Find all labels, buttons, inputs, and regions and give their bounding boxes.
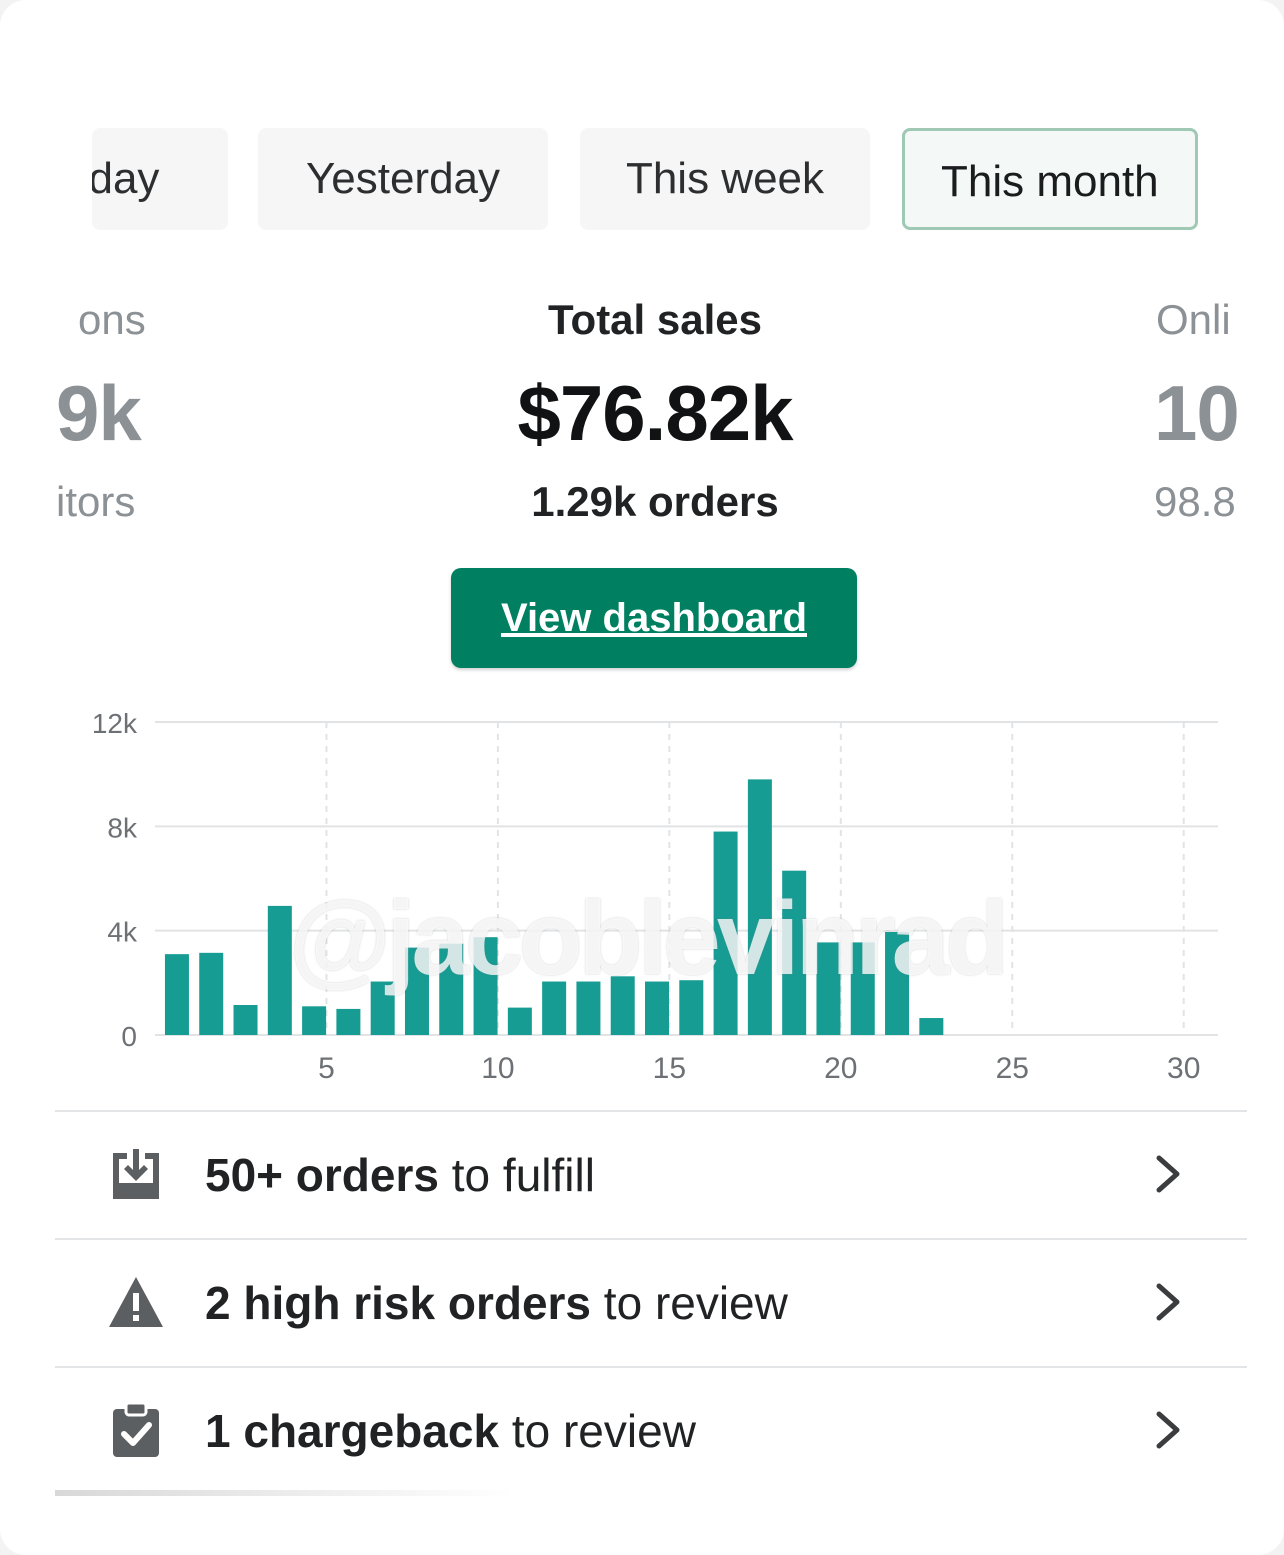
right-metric-label: Onli	[1156, 296, 1231, 343]
left-metric-value: 9k	[56, 369, 142, 457]
tab-today[interactable]: oday	[92, 128, 228, 230]
x-tick-label: 30	[1167, 1052, 1200, 1085]
tab-this-week[interactable]: This week	[580, 128, 870, 230]
chart-bar	[233, 1005, 258, 1035]
left-metric-sub: itors	[56, 478, 136, 525]
x-tick-label: 20	[824, 1052, 857, 1085]
clipboard-check-icon	[113, 1401, 159, 1457]
chart-bar	[199, 952, 224, 1035]
chevron-right-icon	[1156, 1283, 1180, 1321]
task-chargeback-bold: 1 chargeback	[205, 1405, 500, 1457]
sales-bar-chart: 0 4k 8k 12k 5 10 15 20 25 30	[92, 708, 1218, 1085]
tab-this-month[interactable]: This month	[902, 128, 1198, 230]
task-row-high-risk[interactable]: 2 high risk orders to review	[55, 1238, 1247, 1366]
task-row-fulfill[interactable]: 50+ orders to fulfill	[55, 1110, 1247, 1238]
right-metric-value: 10	[1154, 369, 1240, 457]
chart-bar	[404, 947, 429, 1035]
chart-bar	[542, 981, 567, 1035]
chart-bar	[473, 937, 498, 1035]
task-fulfill-rest: to fulfill	[438, 1149, 595, 1201]
total-sales-value: $76.82k	[517, 369, 794, 457]
orders-count: 1.29k orders	[531, 478, 779, 525]
warning-icon	[109, 1277, 163, 1327]
y-tick-label: 0	[121, 1021, 137, 1052]
y-tick-label: 4k	[107, 917, 138, 948]
date-range-tabs: oday Yesterday This week This month	[0, 128, 1284, 232]
chart-bar	[439, 943, 464, 1035]
chart-bar	[747, 779, 772, 1035]
chart-bar	[507, 1007, 532, 1035]
chart-bar	[850, 942, 875, 1035]
chart-bar	[713, 831, 738, 1035]
chevron-right-icon	[1156, 1411, 1180, 1449]
y-tick-label: 12k	[92, 708, 138, 739]
tab-yesterday[interactable]: Yesterday	[258, 128, 548, 230]
x-tick-label: 10	[481, 1052, 514, 1085]
chart-bar	[885, 931, 910, 1035]
chart-bar	[370, 981, 395, 1035]
right-metric-clip: Onli 10 98.8	[1150, 280, 1252, 540]
task-high-risk-text: 2 high risk orders to review	[205, 1276, 788, 1330]
chart-bar	[336, 1008, 361, 1035]
y-tick-label: 8k	[107, 812, 138, 843]
chart-bar	[267, 905, 292, 1035]
task-row-chargeback[interactable]: 1 chargeback to review	[55, 1366, 1247, 1494]
chart-bar	[610, 976, 635, 1035]
total-sales-label: Total sales	[548, 296, 762, 343]
view-dashboard-button[interactable]: View dashboard	[451, 568, 857, 668]
right-metric-sub: 98.8	[1154, 478, 1236, 525]
chart-bar	[164, 954, 189, 1035]
task-high-risk-bold: 2 high risk orders	[205, 1277, 592, 1329]
task-chargeback-text: 1 chargeback to review	[205, 1404, 696, 1458]
x-tick-label: 5	[318, 1052, 335, 1085]
tab-this-week-label: This week	[625, 154, 825, 203]
tab-this-month-label: This month	[941, 157, 1159, 206]
chart-bar	[919, 1018, 944, 1035]
x-tick-label: 15	[653, 1052, 686, 1085]
task-fulfill-bold: 50+ orders	[205, 1149, 439, 1201]
download-box-icon	[113, 1149, 159, 1199]
chart-bar	[645, 981, 670, 1035]
chart-bar	[782, 870, 807, 1035]
tab-today-label: oday	[92, 154, 160, 203]
chart-bar	[816, 942, 841, 1035]
chart-bar	[679, 980, 704, 1035]
task-fulfill-text: 50+ orders to fulfill	[205, 1148, 595, 1202]
chevron-right-icon	[1156, 1155, 1180, 1193]
task-high-risk-rest: to review	[591, 1277, 788, 1329]
x-tick-label: 25	[996, 1052, 1029, 1085]
chart-bar	[576, 981, 601, 1035]
chart-bar	[302, 1006, 327, 1035]
card-bottom-shadow	[55, 1490, 515, 1496]
watermark-text: @jacoblevinrad	[289, 881, 1009, 997]
tab-yesterday-label: Yesterday	[305, 154, 501, 203]
left-metric-label: ons	[78, 296, 146, 343]
task-chargeback-rest: to review	[499, 1405, 696, 1457]
